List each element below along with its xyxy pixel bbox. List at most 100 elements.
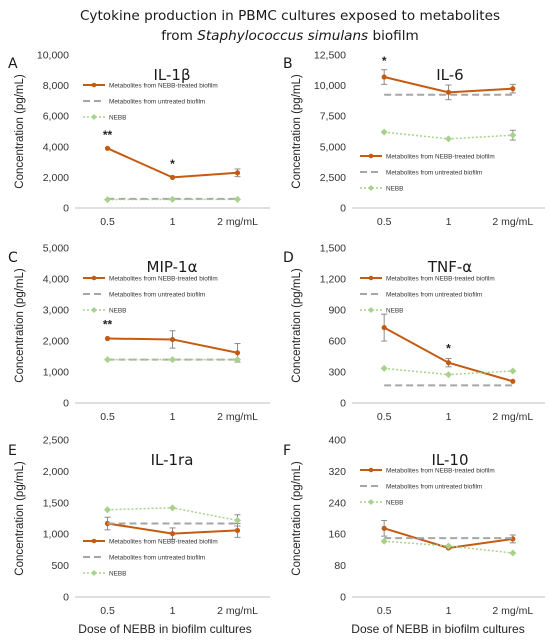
legend-label: Metabolites from NEBB-treated biofilm — [109, 538, 218, 545]
legend-marker — [91, 114, 97, 120]
x-tick-label: 2 mg/mL — [217, 216, 258, 228]
y-tick-label: 10,000 — [37, 50, 69, 62]
panel-title: IL-1β — [153, 66, 190, 84]
data-point-treated — [381, 324, 387, 331]
legend-marker — [368, 499, 374, 505]
significance-mark: * — [170, 157, 175, 171]
y-tick-label: 1,200 — [320, 274, 346, 286]
y-axis-label: Concentration (pg/mL) — [291, 268, 303, 383]
y-tick-label: 0 — [63, 203, 69, 215]
legend-marker — [368, 307, 374, 313]
y-tick-label: 1,000 — [43, 367, 69, 379]
legend-label: Metabolites from untreated biofilm — [109, 98, 205, 105]
y-tick-label: 320 — [328, 466, 346, 478]
y-axis-label: Concentration (pg/mL) — [291, 74, 303, 189]
panel-title: IL-6 — [436, 66, 463, 84]
y-tick-label: 1,000 — [43, 529, 69, 541]
data-point-treated — [104, 335, 111, 342]
legend-label: Metabolites from untreated biofilm — [386, 483, 482, 490]
legend-marker — [91, 275, 97, 281]
data-point-treated — [234, 350, 241, 356]
y-axis-label: Concentration (pg/mL) — [14, 74, 26, 189]
data-point-nebb — [445, 135, 452, 143]
x-tick-label: 1 — [446, 411, 452, 423]
legend-label: NEBB — [109, 114, 126, 121]
data-point-nebb — [380, 537, 388, 545]
x-tick-label: 1 — [170, 605, 176, 617]
y-tick-label: 5,000 — [43, 243, 69, 255]
y-tick-label: 0 — [340, 203, 346, 215]
data-point-nebb — [509, 549, 517, 557]
y-tick-label: 80 — [334, 560, 346, 572]
legend-label: Metabolites from NEBB-treated biofilm — [386, 153, 495, 160]
panel-title: TNF-α — [427, 258, 472, 276]
panel-b: B IL-6 Concentration (pg/mL) 0 2,500 5,000 7,5… — [283, 50, 545, 228]
x-tick-label: 1 — [170, 411, 176, 423]
y-axis-label: Concentration (pg/mL) — [14, 268, 26, 383]
panel-f: F IL-10 Concentration (pg/mL) 0 80 160 240 320 4… — [283, 435, 545, 617]
panel-letter: A — [8, 56, 18, 72]
x-tick-label: 2 mg/mL — [492, 411, 533, 423]
data-point-treated — [169, 336, 176, 343]
panel-title: MIP-1α — [147, 258, 198, 276]
panel-letter: F — [283, 443, 291, 459]
panel-title: IL-1ra — [151, 451, 194, 469]
y-tick-label: 12,500 — [314, 50, 346, 62]
data-point-nebb — [509, 367, 517, 375]
x-axis-label-right: Dose of NEBB in biofilm cultures — [351, 622, 524, 636]
data-point-treated — [381, 525, 387, 531]
y-tick-label: 2,500 — [43, 435, 69, 447]
data-point-nebb — [234, 195, 241, 203]
y-tick-label: 4,000 — [43, 141, 69, 153]
y-tick-label: 0 — [63, 592, 69, 604]
figure-title-line1: Cytokine production in PBMC cultures exp… — [80, 8, 500, 24]
data-point-treated — [169, 530, 176, 537]
data-point-nebb — [234, 516, 241, 524]
legend-label: NEBB — [109, 570, 126, 577]
y-tick-label: 1,500 — [43, 497, 69, 509]
legend-label: Metabolites from NEBB-treated biofilm — [109, 82, 218, 89]
panel-letter: E — [8, 443, 17, 459]
figure-title-species: Staphylococcus simulans — [197, 28, 368, 44]
y-axis-label: Concentration (pg/mL) — [291, 461, 303, 576]
legend-label: NEBB — [386, 307, 403, 314]
data-point-nebb — [104, 506, 111, 514]
y-tick-label: 2,000 — [43, 336, 69, 348]
panel-letter: C — [8, 250, 18, 266]
y-tick-label: 400 — [328, 435, 346, 447]
y-tick-label: 10,000 — [314, 80, 346, 92]
x-tick-label: 0.5 — [100, 411, 115, 423]
y-tick-label: 160 — [328, 529, 346, 541]
data-point-nebb — [104, 356, 111, 364]
x-tick-label: 1 — [446, 216, 452, 228]
x-tick-label: 2 mg/mL — [217, 605, 258, 617]
data-point-nebb — [234, 356, 241, 364]
panel-letter: B — [283, 56, 293, 72]
y-tick-label: 900 — [328, 305, 346, 317]
data-point-treated — [234, 170, 241, 176]
data-point-treated — [381, 74, 387, 80]
data-point-treated — [445, 360, 452, 366]
x-tick-label: 2 mg/mL — [492, 216, 533, 228]
y-tick-label: 8,000 — [43, 80, 69, 92]
data-point-nebb — [445, 542, 452, 550]
data-point-nebb — [380, 128, 388, 136]
data-point-nebb — [169, 356, 176, 364]
panel-letter: D — [283, 250, 294, 266]
data-point-treated — [445, 89, 452, 95]
data-point-nebb — [445, 371, 452, 379]
significance-mark: ** — [103, 128, 113, 142]
y-tick-label: 3,000 — [43, 305, 69, 317]
data-point-nebb — [169, 195, 176, 203]
panel-d: D TNF-α Concentration (pg/mL) 0 300 600 900 1,2… — [283, 243, 545, 423]
panel-c: C MIP-1α Concentration (pg/mL) 0 1,000 2,000 3… — [8, 243, 270, 423]
figure-title-suffix: biofilm — [368, 28, 419, 44]
data-point-treated — [510, 86, 516, 92]
data-point-treated — [510, 378, 516, 384]
figure-title-line2: from Staphylococcus simulans biofilm — [161, 28, 419, 44]
y-tick-label: 0 — [340, 592, 346, 604]
panel-e: E IL-1ra Concentration (pg/mL) 0 500 1,000 1,5… — [8, 435, 270, 617]
significance-mark: ** — [103, 318, 113, 332]
data-point-nebb — [169, 504, 176, 512]
